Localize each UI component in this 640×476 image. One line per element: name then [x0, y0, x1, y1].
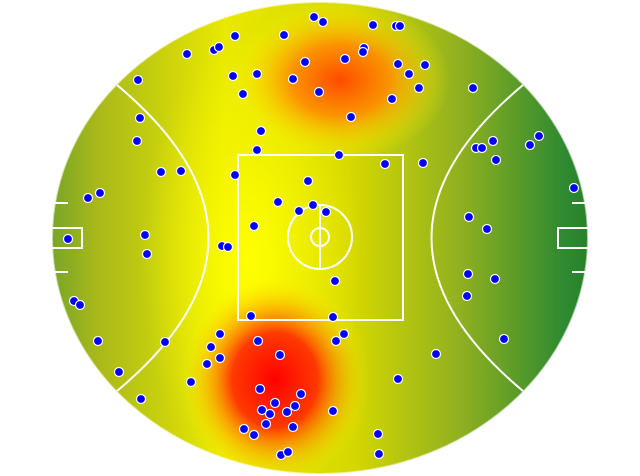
point	[430, 348, 442, 360]
point	[320, 206, 332, 218]
point	[357, 46, 369, 58]
point	[461, 290, 473, 302]
point	[327, 311, 339, 323]
point	[338, 328, 350, 340]
point	[113, 366, 125, 378]
point	[372, 428, 384, 440]
point	[302, 175, 314, 187]
point	[141, 248, 153, 260]
point	[282, 446, 294, 458]
point	[281, 406, 293, 418]
point	[181, 48, 193, 60]
point	[205, 341, 217, 353]
points	[62, 11, 580, 461]
point	[317, 16, 329, 28]
point	[330, 335, 342, 347]
point	[533, 130, 545, 142]
point	[568, 182, 580, 194]
point	[487, 135, 499, 147]
point	[327, 405, 339, 417]
point	[260, 418, 272, 430]
point	[329, 275, 341, 287]
point	[339, 53, 351, 65]
point	[155, 166, 167, 178]
point	[248, 220, 260, 232]
point	[264, 408, 276, 420]
point	[175, 165, 187, 177]
point	[462, 268, 474, 280]
point	[92, 335, 104, 347]
point	[248, 429, 260, 441]
point	[417, 157, 429, 169]
point	[367, 19, 379, 31]
point	[467, 82, 479, 94]
point	[238, 423, 250, 435]
point	[82, 192, 94, 204]
point	[94, 187, 106, 199]
point	[245, 310, 257, 322]
point	[373, 448, 385, 460]
point	[132, 74, 144, 86]
point	[214, 328, 226, 340]
point	[214, 352, 226, 364]
point	[287, 421, 299, 433]
point	[345, 111, 357, 123]
point	[272, 196, 284, 208]
point	[333, 149, 345, 161]
point	[274, 349, 286, 361]
point	[394, 20, 406, 32]
point	[498, 333, 510, 345]
point	[269, 397, 281, 409]
point	[254, 383, 266, 395]
point	[62, 233, 74, 245]
point	[293, 205, 305, 217]
point	[476, 142, 488, 154]
point	[213, 41, 225, 53]
point	[386, 93, 398, 105]
point	[379, 158, 391, 170]
point	[229, 30, 241, 42]
point	[255, 125, 267, 137]
point	[413, 82, 425, 94]
point	[287, 73, 299, 85]
point	[392, 58, 404, 70]
point	[222, 241, 234, 253]
point	[227, 70, 239, 82]
point	[481, 223, 493, 235]
point	[251, 68, 263, 80]
point	[313, 86, 325, 98]
point	[419, 59, 431, 71]
point	[403, 68, 415, 80]
point	[135, 393, 147, 405]
point	[307, 199, 319, 211]
point	[489, 273, 501, 285]
point	[134, 112, 146, 124]
point	[252, 335, 264, 347]
point	[159, 336, 171, 348]
point	[392, 373, 404, 385]
point	[185, 376, 197, 388]
point	[308, 11, 320, 23]
point	[256, 404, 268, 416]
point	[278, 29, 290, 41]
point	[74, 299, 86, 311]
point	[289, 400, 301, 412]
point	[139, 229, 151, 241]
point	[524, 139, 536, 151]
point	[463, 211, 475, 223]
point	[251, 144, 263, 156]
point	[490, 154, 502, 166]
point	[299, 56, 311, 68]
point	[237, 88, 249, 100]
point	[131, 135, 143, 147]
point	[201, 358, 213, 370]
point	[295, 388, 307, 400]
point	[229, 169, 241, 181]
